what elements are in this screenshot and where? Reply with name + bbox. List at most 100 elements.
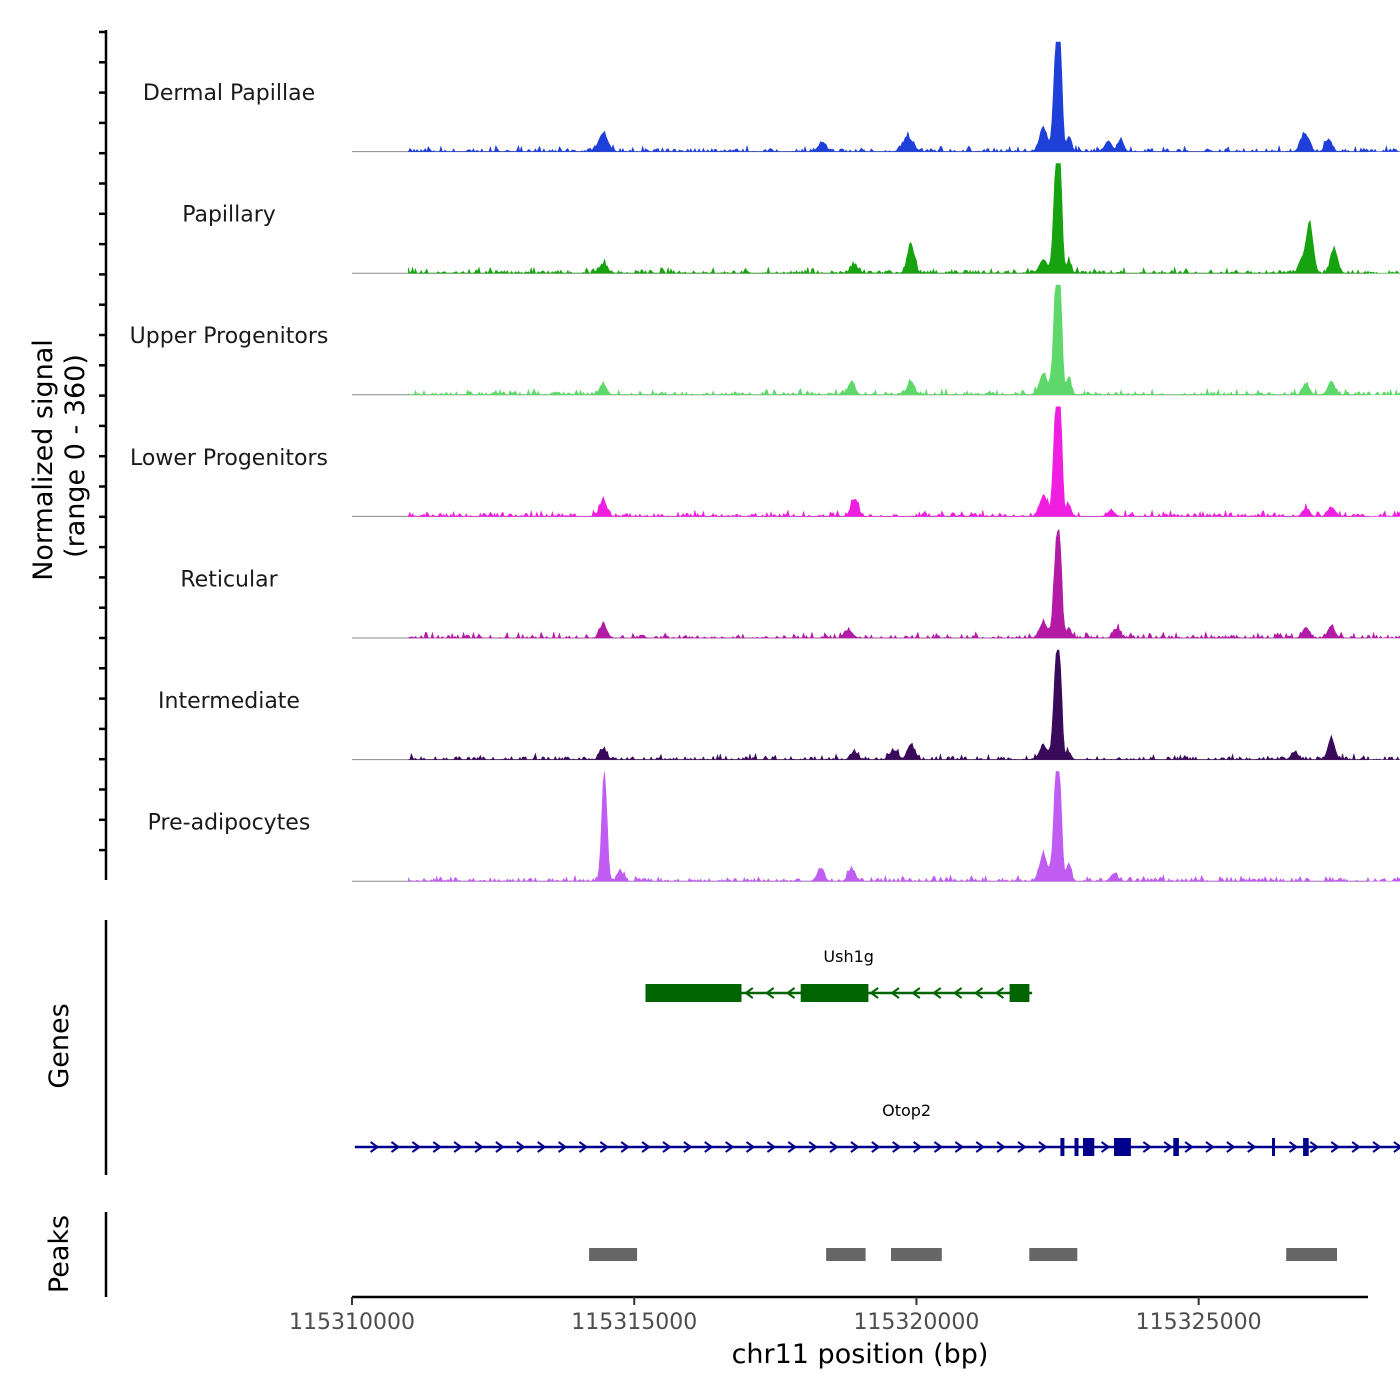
strand-arrow [1038, 1141, 1048, 1153]
x-axis-title: chr11 position (bp) [732, 1339, 989, 1370]
gene-exon [800, 984, 869, 1002]
gene-exon [1272, 1138, 1275, 1156]
signal-track-2: Upper Progenitors [130, 284, 1400, 396]
strand-arrow [869, 987, 879, 999]
gene-exon [1060, 1138, 1065, 1156]
strand-arrow [411, 1141, 422, 1153]
track-label: Papillary [182, 203, 276, 228]
strand-arrow [641, 1141, 651, 1153]
gene-exon [1074, 1138, 1079, 1156]
gene-0: Ush1g [645, 947, 1033, 1002]
strand-arrow [390, 1141, 401, 1153]
strand-arrow [1393, 1141, 1400, 1153]
strand-arrow [1017, 1141, 1027, 1153]
left-axes [99, 30, 108, 1297]
signal-area [408, 406, 1400, 518]
gene-exon [1083, 1138, 1095, 1156]
strand-arrow [1247, 1141, 1257, 1153]
signal-track-6: Pre-adipocytes [148, 771, 1400, 883]
track-label: Lower Progenitors [130, 446, 328, 471]
peak-region [826, 1248, 866, 1261]
strand-arrow [1226, 1141, 1236, 1153]
strand-arrow [1184, 1141, 1194, 1153]
signal-area [408, 771, 1400, 883]
strand-arrow [1372, 1141, 1382, 1153]
strand-arrow [516, 1141, 526, 1153]
strand-arrow [787, 1141, 797, 1153]
track-label: Intermediate [158, 689, 300, 714]
strand-arrow [1100, 1141, 1111, 1153]
strand-arrow [766, 1141, 777, 1153]
strand-arrow [829, 1141, 839, 1153]
gene-label: Otop2 [882, 1101, 931, 1120]
peak-region [1029, 1248, 1078, 1261]
x-tick-label: 115320000 [853, 1310, 979, 1335]
strand-arrow [474, 1141, 484, 1153]
strand-arrow [890, 987, 900, 999]
signal-area [408, 649, 1400, 761]
gene-exon [1114, 1138, 1131, 1156]
strand-arrow [764, 987, 775, 999]
x-tick-label: 115310000 [289, 1310, 415, 1335]
strand-arrow [369, 1141, 380, 1153]
strand-arrow [1330, 1141, 1340, 1153]
strand-arrow [725, 1141, 735, 1153]
strand-arrow [912, 1141, 923, 1153]
gene-exon [1009, 984, 1030, 1002]
y-axis-title-line2: (range 0 - 360) [60, 354, 91, 558]
strand-arrow [850, 1141, 860, 1153]
strand-arrow [432, 1141, 442, 1153]
gene-exon [645, 984, 742, 1002]
x-tick-label: 115315000 [571, 1310, 697, 1335]
strand-arrow [662, 1141, 672, 1153]
gene-exon [1303, 1138, 1309, 1156]
track-label: Upper Progenitors [130, 324, 329, 349]
strand-arrow [744, 987, 754, 999]
strand-arrow [973, 987, 984, 999]
strand-arrow [578, 1141, 589, 1153]
peaks-track [589, 1248, 1337, 1261]
strand-arrow [557, 1141, 568, 1153]
strand-arrow [996, 1141, 1006, 1153]
peaks-track-title: Peaks [44, 1215, 75, 1293]
signal-track-3: Lower Progenitors [130, 406, 1400, 518]
strand-arrow [933, 1141, 944, 1153]
signal-area [407, 41, 1400, 153]
strand-arrow [495, 1141, 505, 1153]
signal-area [408, 163, 1400, 275]
gene-label: Ush1g [823, 947, 874, 966]
gene-exon [1173, 1138, 1179, 1156]
strand-arrow [932, 987, 942, 999]
strand-arrow [1309, 1141, 1320, 1153]
signal-area [408, 284, 1400, 396]
strand-arrow [952, 987, 963, 999]
strand-arrow [1142, 1141, 1153, 1153]
strand-arrow [1351, 1141, 1361, 1153]
strand-arrow [975, 1141, 985, 1153]
peak-region [589, 1248, 638, 1261]
track-label: Reticular [180, 567, 278, 592]
strand-arrow [994, 987, 1004, 999]
signal-track-1: Papillary [182, 163, 1400, 275]
y-axis-title-line1: Normalized signal [28, 339, 59, 581]
strand-arrow [453, 1141, 463, 1153]
strand-arrow [892, 1141, 902, 1153]
signal-track-4: Reticular [180, 528, 1400, 639]
strand-arrow [620, 1141, 630, 1153]
strand-arrow [1288, 1141, 1299, 1153]
strand-arrow [954, 1141, 965, 1153]
x-axis: 115310000 115315000 115320000 115325000 [289, 1295, 1368, 1335]
signal-tracks: Dermal Papillae Papillary Upper Progenitor… [130, 41, 1400, 883]
strand-arrow [745, 1141, 756, 1153]
strand-arrow [1205, 1141, 1215, 1153]
track-label: Pre-adipocytes [148, 811, 311, 836]
strand-arrow [704, 1141, 714, 1153]
peak-region [891, 1248, 942, 1261]
peak-region [1286, 1248, 1337, 1261]
genes-track-title: Genes [44, 1003, 75, 1088]
x-tick-label: 115325000 [1136, 1310, 1262, 1335]
gene-1: Otop2 [354, 1101, 1400, 1156]
signal-y-ticks [99, 30, 106, 852]
strand-arrow [785, 987, 796, 999]
